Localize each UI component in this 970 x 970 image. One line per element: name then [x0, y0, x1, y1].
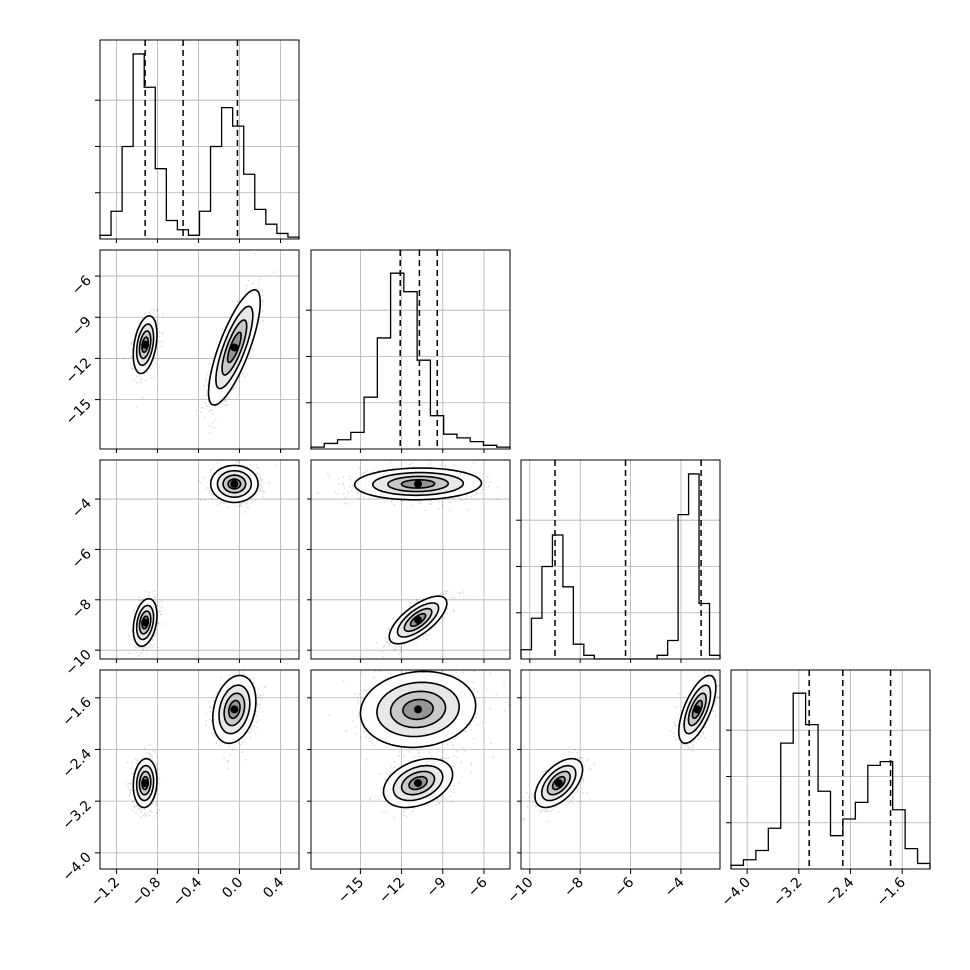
density-content	[122, 253, 276, 434]
x-tick-label: −8	[561, 875, 587, 901]
x-tick-label: −4	[662, 874, 688, 900]
panel-frame	[99, 459, 300, 660]
x-tick-label: −1.2	[88, 875, 123, 910]
density-content	[522, 671, 720, 823]
x-tick-label: −6	[611, 874, 637, 900]
y-tick-label: −3.2	[59, 798, 94, 833]
y-tick-label: −4	[69, 495, 95, 521]
hist-panel-2	[306, 249, 511, 450]
panel-frame	[310, 459, 511, 660]
density-content	[328, 670, 510, 819]
hist-panel-4	[726, 669, 931, 870]
x-tick-label: 0.0	[219, 875, 246, 902]
density-peak	[693, 705, 702, 714]
histogram-outline	[99, 53, 300, 239]
y-tick-label: −10	[63, 647, 95, 679]
y-tick-label: −8	[69, 596, 95, 622]
density-peak	[141, 779, 150, 788]
density-peak	[230, 343, 239, 352]
density-panel-1-2	[99, 249, 300, 450]
x-tick-label: 0.4	[260, 874, 287, 901]
y-tick-label: −4.0	[59, 849, 94, 884]
histogram-outline	[310, 272, 511, 449]
density-content	[317, 461, 499, 659]
density-panel-3-4	[520, 669, 721, 870]
y-tick-label: −6	[69, 273, 95, 299]
density-peak	[230, 479, 239, 488]
hist-panel-3	[516, 459, 721, 660]
x-tick-label: −12	[376, 875, 408, 907]
histogram-outline	[730, 692, 931, 869]
density-peak	[554, 779, 563, 788]
x-tick-label: −9	[424, 875, 450, 901]
x-tick-label: −0.4	[170, 874, 205, 909]
hist-panel-1	[95, 39, 300, 240]
panel-frame	[520, 459, 721, 660]
density-panel-1-3	[99, 459, 300, 660]
panel-frame	[310, 669, 511, 870]
density-panel-2-4	[310, 669, 511, 870]
density-peak	[414, 479, 423, 488]
x-tick-label: −3.2	[770, 875, 805, 910]
x-tick-label: −4.0	[719, 875, 754, 910]
x-tick-label: −6	[465, 874, 491, 900]
density-peak	[414, 705, 423, 714]
y-tick-label: −12	[63, 355, 95, 387]
density-peak	[141, 618, 150, 627]
x-tick-label: −1.6	[874, 874, 909, 909]
y-tick-label: −2.4	[59, 746, 94, 781]
panel-frame	[730, 669, 931, 870]
density-peak	[414, 779, 423, 788]
density-panel-2-3	[310, 459, 511, 660]
density-panel-1-4	[99, 669, 300, 870]
x-tick-label: −10	[504, 875, 536, 907]
panel-frame	[99, 249, 300, 450]
density-peak	[141, 340, 150, 349]
panel-frame	[99, 669, 300, 870]
density-peak	[414, 615, 423, 624]
density-content	[126, 670, 267, 818]
y-tick-label: −15	[63, 396, 95, 428]
density-peak	[230, 705, 239, 714]
x-tick-label: −0.8	[129, 875, 164, 910]
y-tick-label: −1.6	[59, 694, 94, 729]
y-tick-label: −6	[69, 546, 95, 572]
panel-frame	[99, 39, 300, 240]
density-content	[128, 460, 277, 657]
x-tick-label: −2.4	[822, 874, 857, 909]
x-tick-label: −15	[335, 875, 367, 907]
panel-frame	[310, 249, 511, 450]
panel-frame	[520, 669, 721, 870]
y-tick-label: −9	[69, 314, 95, 340]
